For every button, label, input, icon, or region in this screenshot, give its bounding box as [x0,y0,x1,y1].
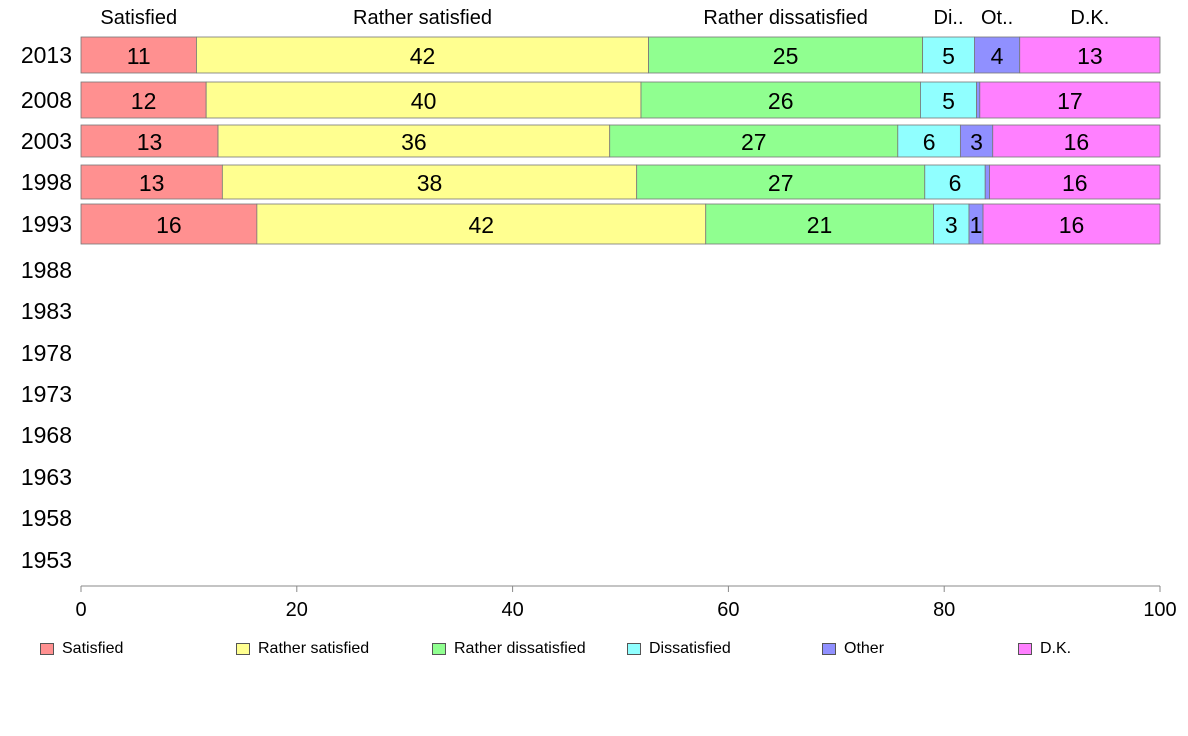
data-label-2003-0: 13 [137,129,163,155]
bar-2013-0 [80,36,197,74]
bar-2008-5 [979,81,1161,119]
top-label-5: D.K. [1070,7,1109,29]
x-tick-label-0: 0 [75,599,86,621]
y-tick-label-2008: 2008 [21,87,72,113]
data-label-2003-4: 3 [970,129,983,155]
bar-2008-0 [80,81,207,119]
y-tick-label-1953: 1953 [21,547,72,573]
y-tick-label-1973: 1973 [21,381,72,407]
data-label-2008-1: 40 [411,88,437,114]
legend-label-dissatisfied: Dissatisfied [649,640,731,657]
legend-item-rather-dissatisfied: Rather dissatisfied [432,640,586,658]
bar-2013-5 [1019,36,1161,74]
bar-1993-0 [80,203,258,245]
bar-1998-3 [924,164,986,200]
legend-swatch-dissatisfied [627,643,641,655]
data-label-1993-4: 1 [970,212,983,238]
legend-item-rather-satisfied: Rather satisfied [236,640,369,658]
bar-2003-2 [609,124,899,158]
legend-label-rather-dissatisfied: Rather dissatisfied [454,640,586,657]
y-tick-label-1978: 1978 [21,340,72,366]
data-label-2013-3: 5 [942,43,955,69]
bar-2003-1 [217,124,611,158]
top-label-4: Ot.. [981,7,1013,29]
data-label-2008-2: 26 [768,88,794,114]
y-tick-label-1958: 1958 [21,505,72,531]
bar-2008-2 [640,81,921,119]
data-label-1993-2: 21 [807,212,833,238]
data-label-2013-5: 13 [1077,43,1103,69]
top-label-3: Di.. [934,7,964,29]
data-label-2003-2: 27 [741,129,767,155]
bar-2013-1 [196,36,649,74]
data-label-2003-5: 16 [1064,129,1090,155]
bar-2008-1 [205,81,642,119]
legend-swatch-rather-satisfied [236,643,250,655]
legend-item-satisfied: Satisfied [40,640,123,658]
bar-2003-0 [80,124,219,158]
bar-2008-3 [920,81,977,119]
y-tick-label-2013: 2013 [21,42,72,68]
bar-1998-4 [984,164,990,200]
legend-item-dissatisfied: Dissatisfied [627,640,731,658]
y-tick-label-1963: 1963 [21,464,72,490]
legend-swatch-rather-dissatisfied [432,643,446,655]
data-label-1998-5: 16 [1062,170,1088,196]
data-label-1998-2: 27 [768,170,794,196]
bar-2013-4 [974,36,1021,74]
legend-label-rather-satisfied: Rather satisfied [258,640,370,657]
legend: Satisfied Rather satisfied Rather dissat… [40,640,1160,662]
legend-label-other: Other [844,640,885,657]
bar-2003-5 [992,124,1161,158]
legend-label-satisfied: Satisfied [62,640,124,657]
legend-swatch-other [822,643,836,655]
legend-item-other: Other [822,640,884,658]
data-label-2008-3: 5 [942,88,955,114]
bar-2013-2 [648,36,924,74]
bar-2008-4 [976,81,981,119]
y-tick-label-1968: 1968 [21,422,72,448]
top-label-2: Rather dissatisfied [703,7,868,29]
x-tick-label-60: 60 [717,599,739,621]
data-label-1993-1: 42 [469,212,495,238]
top-label-0: Satisfied [100,7,177,29]
data-label-2013-4: 4 [991,43,1004,69]
data-label-2013-2: 25 [773,43,799,69]
x-tick-label-20: 20 [286,599,308,621]
bar-1993-2 [705,203,934,245]
data-label-2013-0: 11 [127,43,151,69]
bar-1998-1 [221,164,638,200]
bar-1998-2 [636,164,926,200]
x-tick-label-100: 100 [1143,599,1176,621]
bar-1998-5 [989,164,1161,200]
y-tick-label-1988: 1988 [21,257,72,283]
data-label-1993-3: 3 [945,212,958,238]
legend-item-dk: D.K. [1018,640,1071,658]
y-tick-label-1998: 1998 [21,169,72,195]
data-label-2003-3: 6 [923,129,936,155]
legend-swatch-satisfied [40,643,54,655]
data-label-1998-3: 6 [949,170,962,196]
y-tick-label-2003: 2003 [21,128,72,154]
data-label-1993-0: 16 [156,212,182,238]
top-label-1: Rather satisfied [353,7,492,29]
bar-2003-4 [959,124,994,158]
legend-label-dk: D.K. [1040,640,1072,657]
x-tick-label-80: 80 [933,599,955,621]
data-label-2008-5: 17 [1057,88,1083,114]
bar-1993-5 [982,203,1161,245]
data-label-1998-0: 13 [139,170,165,196]
bar-1998-0 [80,164,223,200]
legend-swatch-dk [1018,643,1032,655]
data-label-2013-1: 42 [410,43,436,69]
y-tick-label-1983: 1983 [21,298,72,324]
data-label-1993-5: 16 [1059,212,1085,238]
data-label-2003-1: 36 [401,129,427,155]
data-label-2008-0: 12 [131,88,157,114]
data-label-1998-1: 38 [417,170,443,196]
y-tick-label-1993: 1993 [21,211,72,237]
x-tick-label-40: 40 [501,599,523,621]
